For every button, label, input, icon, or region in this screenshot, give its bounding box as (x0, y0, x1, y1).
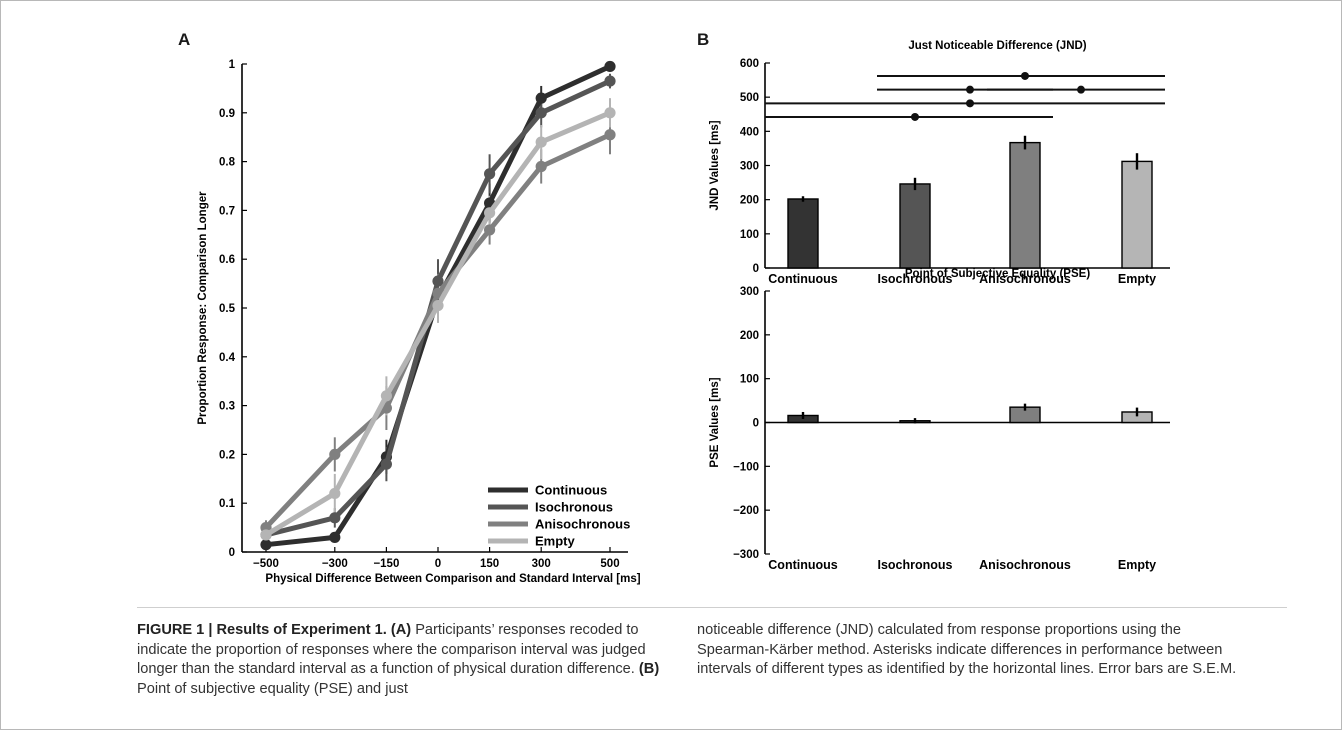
data-point (604, 75, 616, 87)
y-tick-label: −300 (733, 549, 759, 561)
caption-column-left: FIGURE 1 | Results of Experiment 1. (A) … (137, 622, 660, 697)
legend-entry: Isochronous (535, 500, 613, 515)
bar (787, 198, 819, 269)
caption-divider (137, 607, 1287, 608)
category-label: Continuous (768, 272, 837, 286)
y-tick-label: 500 (740, 92, 759, 104)
data-point (535, 160, 547, 173)
y-tick-label: 0 (753, 263, 759, 275)
data-point (535, 136, 547, 148)
data-point (604, 107, 616, 119)
caption-label: FIGURE 1 | Results of Experiment 1. (137, 622, 387, 638)
y-tick-label-a: 0.2 (219, 449, 235, 461)
data-point (432, 299, 444, 312)
data-point (329, 512, 341, 524)
caption-tag-a: (A) (390, 622, 412, 638)
chart-title: Just Noticeable Difference (JND) (908, 40, 1086, 52)
y-tick-label-a: 0.5 (219, 303, 236, 315)
y-axis-label: PSE Values [ms] (709, 377, 721, 467)
category-label: Isochronous (877, 272, 952, 286)
y-tick-label-a: 0.8 (219, 157, 236, 169)
y-tick-label-a: 0.9 (219, 108, 235, 120)
panel-label-b: B (697, 30, 710, 49)
bar (1009, 141, 1041, 269)
y-tick-label-a: 0.4 (219, 352, 236, 364)
significance-asterisk (966, 99, 974, 108)
data-point (484, 168, 496, 180)
significance-asterisk (966, 85, 974, 94)
x-tick-label-a: 500 (600, 558, 619, 570)
series-line (264, 132, 612, 530)
y-tick-label: 300 (740, 286, 759, 298)
bar (1121, 160, 1153, 269)
data-point (484, 207, 496, 219)
y-tick-label-a: 1 (229, 59, 236, 71)
y-tick-label: 100 (740, 374, 759, 386)
significance-asterisk (1077, 85, 1085, 94)
legend-entry: Continuous (535, 483, 607, 498)
data-point (329, 448, 341, 460)
y-tick-label: −100 (733, 461, 759, 473)
data-point (535, 92, 547, 104)
category-label: Empty (1118, 272, 1156, 286)
x-tick-label-a: −500 (253, 558, 279, 570)
x-tick-label-a: −150 (373, 558, 399, 570)
data-point (535, 107, 547, 119)
x-tick-label-a: 300 (532, 558, 551, 570)
y-tick-label: 200 (740, 195, 759, 207)
x-tick-label-a: −300 (322, 558, 348, 570)
y-tick-label: 100 (740, 229, 759, 241)
bar (899, 183, 931, 269)
y-tick-label-a: 0.1 (219, 498, 236, 510)
category-label: Anisochronous (979, 272, 1071, 286)
y-tick-label-a: 0 (229, 547, 235, 559)
x-tick-label-a: 150 (480, 558, 499, 570)
y-axis-label: JND Values [ms] (709, 120, 721, 210)
significance-asterisk (1021, 71, 1029, 80)
significance-asterisk (911, 112, 919, 121)
y-tick-label: 200 (740, 330, 759, 342)
category-label: Isochronous (877, 558, 952, 572)
y-tick-label: 600 (740, 58, 759, 70)
legend-entry: Anisochronous (535, 517, 630, 532)
y-tick-label-a: 0.3 (219, 401, 235, 413)
data-point (260, 539, 272, 551)
category-label: Continuous (768, 558, 837, 572)
y-tick-label: 400 (740, 126, 759, 138)
y-tick-label-a: 0.6 (219, 254, 235, 266)
y-axis-label-a: Proportion Response: Comparison Longer (197, 191, 209, 425)
caption-column-right: noticeable difference (JND) calculated f… (697, 622, 1237, 678)
caption-tag-b: (B) (638, 661, 660, 678)
data-point (604, 129, 616, 141)
y-tick-label-a: 0.7 (219, 205, 235, 217)
panel-label-a: A (178, 30, 191, 49)
data-point (604, 60, 616, 73)
data-point (329, 487, 341, 500)
data-point (380, 458, 392, 470)
data-point (260, 529, 272, 541)
data-point (432, 275, 444, 287)
category-label: Anisochronous (979, 558, 1071, 572)
legend-entry: Empty (535, 534, 576, 549)
chart-title: Point of Subjective Equality (PSE) (905, 268, 1090, 280)
data-point (484, 224, 496, 236)
data-point (380, 390, 392, 402)
y-tick-label: 300 (740, 161, 759, 173)
x-axis-label-a: Physical Difference Between Comparison a… (265, 573, 640, 585)
data-point (329, 531, 341, 543)
x-tick-label-a: 0 (435, 558, 441, 570)
category-label: Empty (1118, 558, 1156, 572)
y-tick-label: 0 (753, 418, 759, 430)
y-tick-label: −200 (733, 505, 759, 517)
figure-plots: 0 0.1 0.2 0.3 0.4 0.5 0.6 0.7 0.8 0.9 1 −500 −300 −15… (197, 40, 1170, 585)
